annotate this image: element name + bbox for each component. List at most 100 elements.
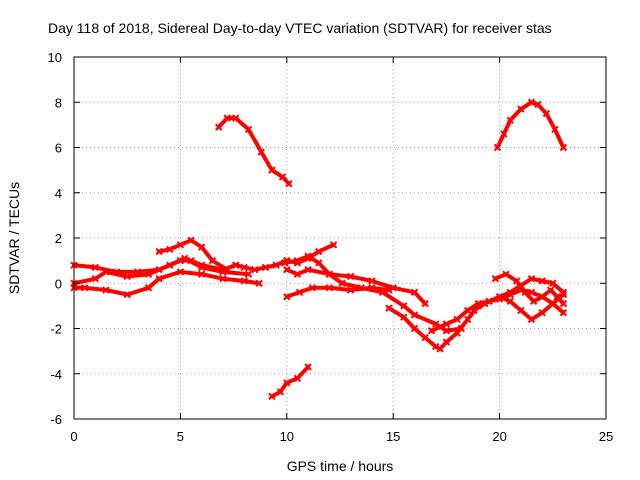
chart-title: Day 118 of 2018, Sidereal Day-to-day VTE… (48, 20, 552, 36)
data-point (91, 275, 99, 283)
data-point (542, 109, 551, 118)
data-point (176, 268, 185, 276)
axis-ticks: 0 5 10 15 20 25 -6 -4 -2 0 2 4 6 8 10 (48, 50, 614, 444)
x-axis-label: GPS time / hours (287, 458, 394, 474)
data-point (80, 284, 89, 292)
data-point (506, 288, 514, 297)
data-point (495, 293, 504, 301)
x-tick-label: 5 (177, 429, 184, 444)
data-point (283, 293, 291, 301)
data-point (559, 308, 568, 317)
y-tick-label: -4 (50, 367, 62, 382)
grid (74, 57, 606, 419)
data-point (197, 270, 206, 278)
data-point (549, 279, 557, 287)
data-point (257, 148, 265, 156)
data-point (102, 268, 110, 276)
data-point (123, 272, 131, 281)
data-point (91, 263, 99, 272)
x-tick-label: 0 (70, 429, 77, 444)
data-point (506, 297, 514, 306)
series-line (216, 116, 291, 186)
data-point (517, 105, 525, 113)
data-point (278, 173, 287, 181)
data-point (315, 247, 323, 256)
data-point (187, 236, 195, 244)
data-point (442, 320, 451, 328)
data-point (325, 270, 334, 278)
data-point (432, 342, 440, 351)
data-point (421, 299, 429, 308)
data-point (304, 265, 312, 274)
data-point (197, 243, 206, 251)
data-point (283, 265, 291, 274)
data-point (512, 277, 521, 285)
data-point (357, 284, 365, 292)
data-point (325, 284, 334, 292)
data-point (338, 279, 346, 287)
data-point (214, 123, 223, 131)
data-point (410, 288, 419, 297)
data-point (436, 345, 444, 353)
data-point (304, 363, 312, 371)
data-point (272, 261, 280, 269)
data-point (442, 338, 451, 346)
series-line (269, 365, 311, 399)
x-tick-label: 10 (280, 429, 294, 444)
data-point (427, 327, 436, 335)
data-point (155, 247, 163, 256)
y-tick-label: 2 (55, 231, 62, 246)
series-arc-14 (491, 270, 568, 308)
y-axis-label: SDTVAR / TECUs (6, 182, 22, 294)
data-point (378, 288, 387, 297)
series-line (72, 256, 251, 286)
data-point (244, 125, 253, 134)
y-tick-label: -6 (50, 412, 62, 427)
data-point (144, 270, 153, 278)
data-point (308, 284, 317, 292)
data-point (276, 388, 285, 396)
data-point (480, 299, 489, 308)
data-point (453, 315, 461, 324)
data-point (223, 114, 231, 122)
data-point (385, 304, 393, 312)
data-point (315, 259, 323, 267)
data-point (529, 297, 538, 306)
data-point (240, 277, 248, 285)
data-point (538, 293, 546, 301)
data-point (295, 288, 304, 297)
data-point (385, 286, 393, 294)
data-point (549, 299, 557, 308)
data-point (410, 311, 419, 319)
data-point (166, 245, 174, 254)
data-point (240, 263, 248, 272)
data-point (102, 286, 110, 294)
series-arc-3 (70, 268, 263, 299)
series-arc-5 (214, 114, 293, 188)
x-tick-label: 25 (599, 429, 613, 444)
data-point (261, 263, 270, 272)
series-line (233, 242, 336, 272)
data-point (208, 256, 217, 265)
data-point (293, 270, 302, 278)
data-point (329, 241, 338, 249)
y-tick-label: 10 (48, 50, 62, 65)
data-point (400, 302, 408, 310)
y-tick-label: -2 (50, 322, 62, 337)
series-arc-7 (268, 363, 312, 401)
series-arc-4 (155, 236, 231, 274)
data-point (268, 392, 276, 401)
data-point (470, 306, 478, 315)
data-point (491, 275, 500, 283)
data-point (285, 179, 293, 188)
data-point (527, 98, 536, 106)
data-point (506, 116, 514, 125)
data-point (219, 275, 227, 283)
data-point (527, 315, 536, 324)
data-point (155, 275, 163, 283)
data-point (538, 308, 546, 317)
data-point (389, 284, 397, 292)
data-point (232, 114, 240, 122)
data-point (244, 270, 253, 278)
